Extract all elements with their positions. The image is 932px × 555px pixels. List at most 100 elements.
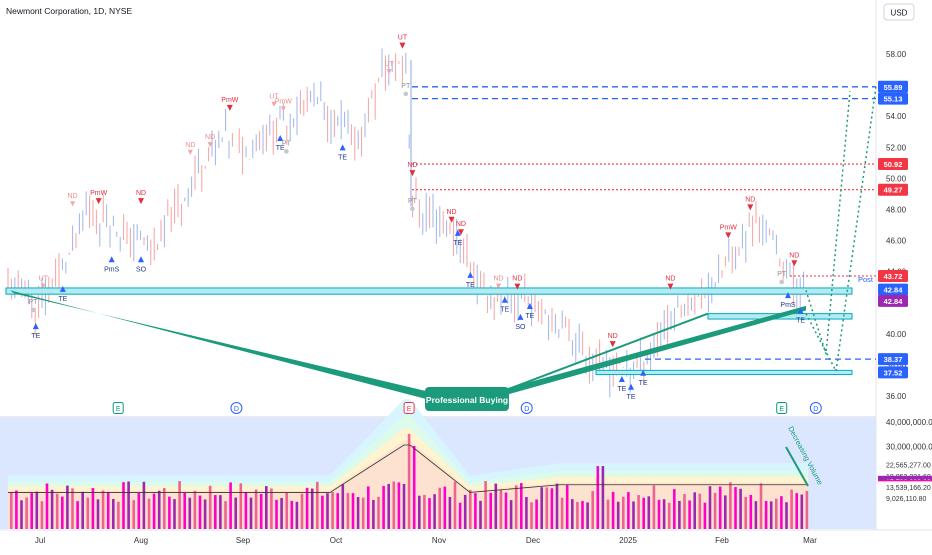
- volume-bar: [25, 497, 28, 529]
- volume-bar: [688, 500, 691, 529]
- price-tag: [878, 80, 908, 93]
- price-tag: [878, 283, 908, 296]
- post-label: Post: [858, 275, 874, 284]
- volume-bar: [275, 499, 278, 529]
- volume-bar: [525, 497, 528, 529]
- time-axis-tick: Nov: [432, 536, 446, 545]
- volume-bar: [61, 496, 64, 529]
- support-zone-lower: [595, 369, 853, 376]
- price-tag: [878, 269, 908, 282]
- volume-bar: [504, 492, 508, 529]
- volume-bar: [112, 498, 115, 529]
- signal-label: PT: [401, 83, 411, 90]
- volume-bar: [285, 492, 288, 529]
- volume-bar: [683, 493, 686, 529]
- volume-bar: [300, 493, 304, 529]
- professional-buying-arrow-right: [506, 305, 806, 395]
- price-tag: [878, 158, 908, 171]
- volume-bar: [336, 493, 339, 529]
- volume-bar: [535, 499, 538, 529]
- signal-label: UT: [384, 61, 394, 68]
- volume-bar: [637, 495, 640, 529]
- volume-bar: [780, 496, 783, 529]
- volume-bar: [764, 501, 768, 529]
- time-axis-tick: Sep: [236, 536, 251, 545]
- price-tag-label: 42.84: [884, 286, 904, 295]
- volume-bar: [545, 487, 549, 529]
- signal-up-triangle: [454, 229, 461, 236]
- volume-tag-label: 9,026,110.80: [886, 496, 926, 503]
- volume-bar: [576, 502, 579, 529]
- volume-bar: [224, 501, 227, 529]
- professional-buying-line: [505, 312, 709, 391]
- currency-button[interactable]: USD: [883, 3, 915, 21]
- volume-bar: [346, 492, 350, 529]
- signal-label: PT: [29, 299, 39, 306]
- decreasing-volume-arrow: [785, 446, 809, 487]
- volume-bar: [178, 481, 181, 529]
- volume-bar: [667, 502, 671, 529]
- signal-down-triangle: [457, 229, 464, 236]
- event-marker-label: D: [234, 406, 239, 413]
- time-axis-tick: Mar: [803, 536, 817, 545]
- volume-bar: [280, 497, 283, 529]
- signal-up-triangle: [640, 369, 647, 376]
- volume-bar: [698, 493, 702, 529]
- signal-down-triangle: [386, 69, 392, 75]
- time-axis-tick: Jul: [35, 536, 45, 545]
- volume-bar: [509, 500, 513, 529]
- volume-tag-label: 13,539,166.20: [886, 485, 931, 492]
- volume-bar: [305, 487, 309, 529]
- signal-down-triangle: [667, 283, 674, 290]
- signal-label: ND: [205, 134, 215, 141]
- volume-bar: [372, 499, 375, 529]
- signal-up-triangle: [467, 271, 474, 278]
- dividend-marker: [230, 402, 243, 414]
- volume-bar: [581, 501, 584, 529]
- signal-label: PmW: [221, 97, 239, 104]
- volume-bar: [571, 499, 574, 529]
- time-axis-tick: Feb: [715, 536, 729, 545]
- price-tag-label: 55.13: [884, 95, 903, 104]
- price-axis-tick: 50.00: [886, 174, 907, 183]
- volume-bar: [173, 499, 176, 529]
- volume-bar: [469, 489, 472, 529]
- signal-down-triangle: [725, 232, 732, 239]
- volume-bar: [361, 497, 365, 529]
- volume-bar: [367, 486, 370, 529]
- currency-label: USD: [891, 9, 908, 18]
- signal-down-triangle: [496, 283, 502, 289]
- price-tag: [878, 366, 908, 379]
- signal-label: PmW: [90, 190, 108, 197]
- volume-bar: [800, 494, 804, 529]
- support-zone-upper: [5, 287, 853, 295]
- volume-bar: [142, 481, 146, 529]
- volume-bar: [724, 495, 727, 529]
- volume-bar: [550, 488, 554, 529]
- volume-bar: [703, 502, 707, 529]
- volume-bar: [96, 499, 100, 529]
- price-tag: [878, 92, 908, 105]
- price-axis-tick: 58.00: [886, 50, 907, 59]
- price-axis-tick: 38.00: [886, 361, 907, 370]
- signal-up-triangle: [628, 383, 635, 390]
- volume-bar: [127, 481, 130, 529]
- signal-label: PT: [777, 271, 787, 278]
- volume-bar: [428, 498, 431, 529]
- volume-bar: [749, 494, 753, 529]
- signal-down-triangle: [791, 260, 798, 267]
- dividend-marker: [520, 402, 533, 414]
- volume-bar: [407, 433, 411, 529]
- volume-bar: [15, 490, 18, 529]
- signal-label: ND: [446, 209, 456, 216]
- volume-bar: [310, 488, 314, 529]
- volume-bar: [622, 496, 625, 529]
- signal-label: TE: [525, 313, 534, 320]
- time-axis-tick: 2025: [619, 536, 637, 545]
- volume-bar: [132, 500, 135, 529]
- volume-bar: [642, 497, 645, 529]
- time-axis-tick: Oct: [330, 536, 343, 545]
- price-tag-label: 49.27: [884, 186, 903, 195]
- volume-bar: [377, 496, 380, 529]
